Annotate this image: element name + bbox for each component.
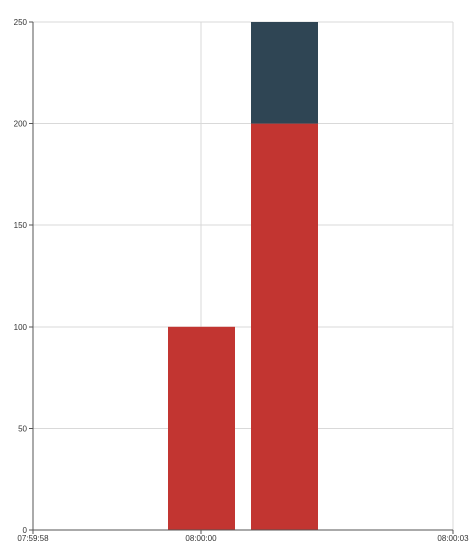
x-tick-label: 07:59:58: [17, 534, 49, 543]
y-tick-label: 0: [23, 526, 28, 535]
grid: [32, 21, 454, 531]
bars: [168, 22, 318, 530]
bar-080001-series-2[interactable]: [251, 22, 318, 124]
y-tick-label: 250: [14, 18, 28, 27]
y-tick-label: 50: [18, 424, 27, 433]
y-tick-label: 100: [14, 323, 28, 332]
y-tick-label: 200: [14, 120, 28, 129]
bar-080001-series-1[interactable]: [251, 123, 318, 530]
axes: 0 50 100 150 200 250 07:59:58 08:00:00 08:00:03: [14, 18, 469, 543]
y-tick-label: 150: [14, 221, 28, 230]
x-tick-label: 08:00:00: [185, 534, 217, 543]
bar-080000-series-1[interactable]: [168, 326, 235, 530]
x-tick-label: 08:00:03: [437, 534, 469, 543]
